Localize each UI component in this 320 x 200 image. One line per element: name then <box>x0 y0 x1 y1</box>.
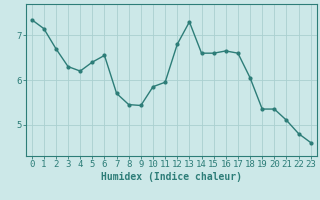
X-axis label: Humidex (Indice chaleur): Humidex (Indice chaleur) <box>101 172 242 182</box>
